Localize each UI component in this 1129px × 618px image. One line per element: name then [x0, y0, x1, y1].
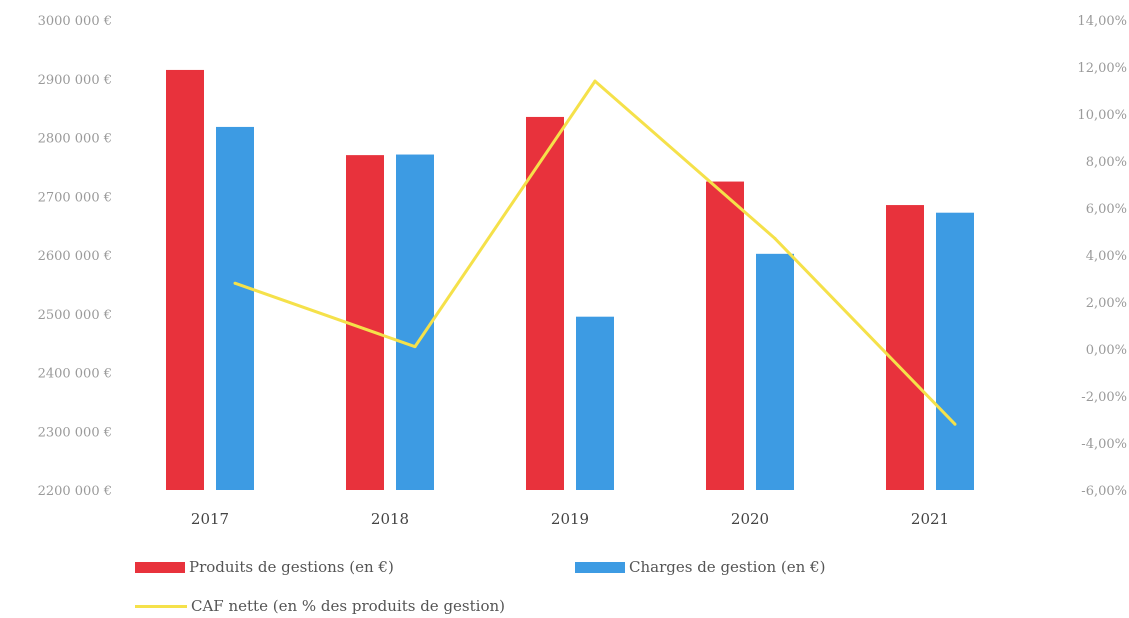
caf-point [233, 281, 237, 285]
legend-item-produits: Produits de gestions (en €) [135, 558, 394, 576]
left-tick-label: 2300 000 € [38, 425, 112, 440]
bar-charges [936, 212, 974, 490]
right-tick-label: 2,00% [1086, 296, 1127, 311]
legend-item-caf: CAF nette (en % des produits de gestion) [135, 597, 505, 615]
bar-produits [886, 205, 924, 490]
bar-charges [576, 316, 614, 490]
x-tick-label: 2017 [191, 510, 229, 528]
right-tick-label: 0,00% [1086, 343, 1127, 358]
right-tick-label: -6,00% [1081, 484, 1127, 499]
caf-point [773, 237, 777, 241]
caf-point [413, 345, 417, 349]
legend-label-charges: Charges de gestion (en €) [629, 558, 826, 576]
right-tick-label: -4,00% [1081, 437, 1127, 452]
left-tick-label: 2400 000 € [38, 367, 112, 382]
bar-charges [216, 126, 254, 491]
right-tick-label: 10,00% [1077, 108, 1127, 123]
legend-swatch-charges [575, 561, 625, 573]
bar-produits [706, 181, 744, 490]
right-tick-label: 4,00% [1086, 249, 1127, 264]
left-tick-label: 2200 000 € [38, 484, 112, 499]
left-tick-label: 2800 000 € [38, 132, 112, 147]
right-tick-label: 6,00% [1086, 202, 1127, 217]
bars [166, 69, 974, 491]
legend-label-caf: CAF nette (en % des produits de gestion) [191, 597, 505, 615]
left-tick-label: 3000 000 € [38, 14, 112, 29]
left-tick-label: 2900 000 € [38, 73, 112, 88]
legend-swatch-caf [135, 604, 187, 608]
x-tick-label: 2021 [911, 510, 949, 528]
legend-swatch-produits [135, 561, 185, 573]
left-tick-label: 2500 000 € [38, 308, 112, 323]
legend-label-produits: Produits de gestions (en €) [189, 558, 394, 576]
bar-charges [756, 253, 794, 490]
caf-point [593, 79, 597, 83]
bar-charges [396, 154, 434, 490]
left-tick-label: 2600 000 € [38, 249, 112, 264]
x-axis-ticks: 2017 2018 2019 2020 2021 [191, 510, 949, 528]
right-tick-label: 8,00% [1086, 155, 1127, 170]
bar-produits [166, 69, 204, 490]
caf-point [953, 422, 957, 426]
right-axis-ticks: -6,00% -4,00% -2,00% 0,00% 2,00% 4,00% 6,00% 8,… [1077, 14, 1127, 499]
legend-item-charges: Charges de gestion (en €) [575, 558, 825, 576]
left-axis-ticks: 2200 000 € 2300 000 € 2400 000 € 2500 000 €… [38, 14, 112, 499]
right-tick-label: -2,00% [1081, 390, 1127, 405]
x-tick-label: 2020 [731, 510, 769, 528]
caf-line-layer [233, 79, 957, 426]
x-tick-label: 2018 [371, 510, 409, 528]
right-tick-label: 14,00% [1077, 14, 1127, 29]
x-tick-label: 2019 [551, 510, 589, 528]
bar-produits [526, 116, 564, 490]
right-tick-label: 12,00% [1077, 61, 1127, 76]
left-tick-label: 2700 000 € [38, 190, 112, 205]
bar-produits [346, 155, 384, 490]
